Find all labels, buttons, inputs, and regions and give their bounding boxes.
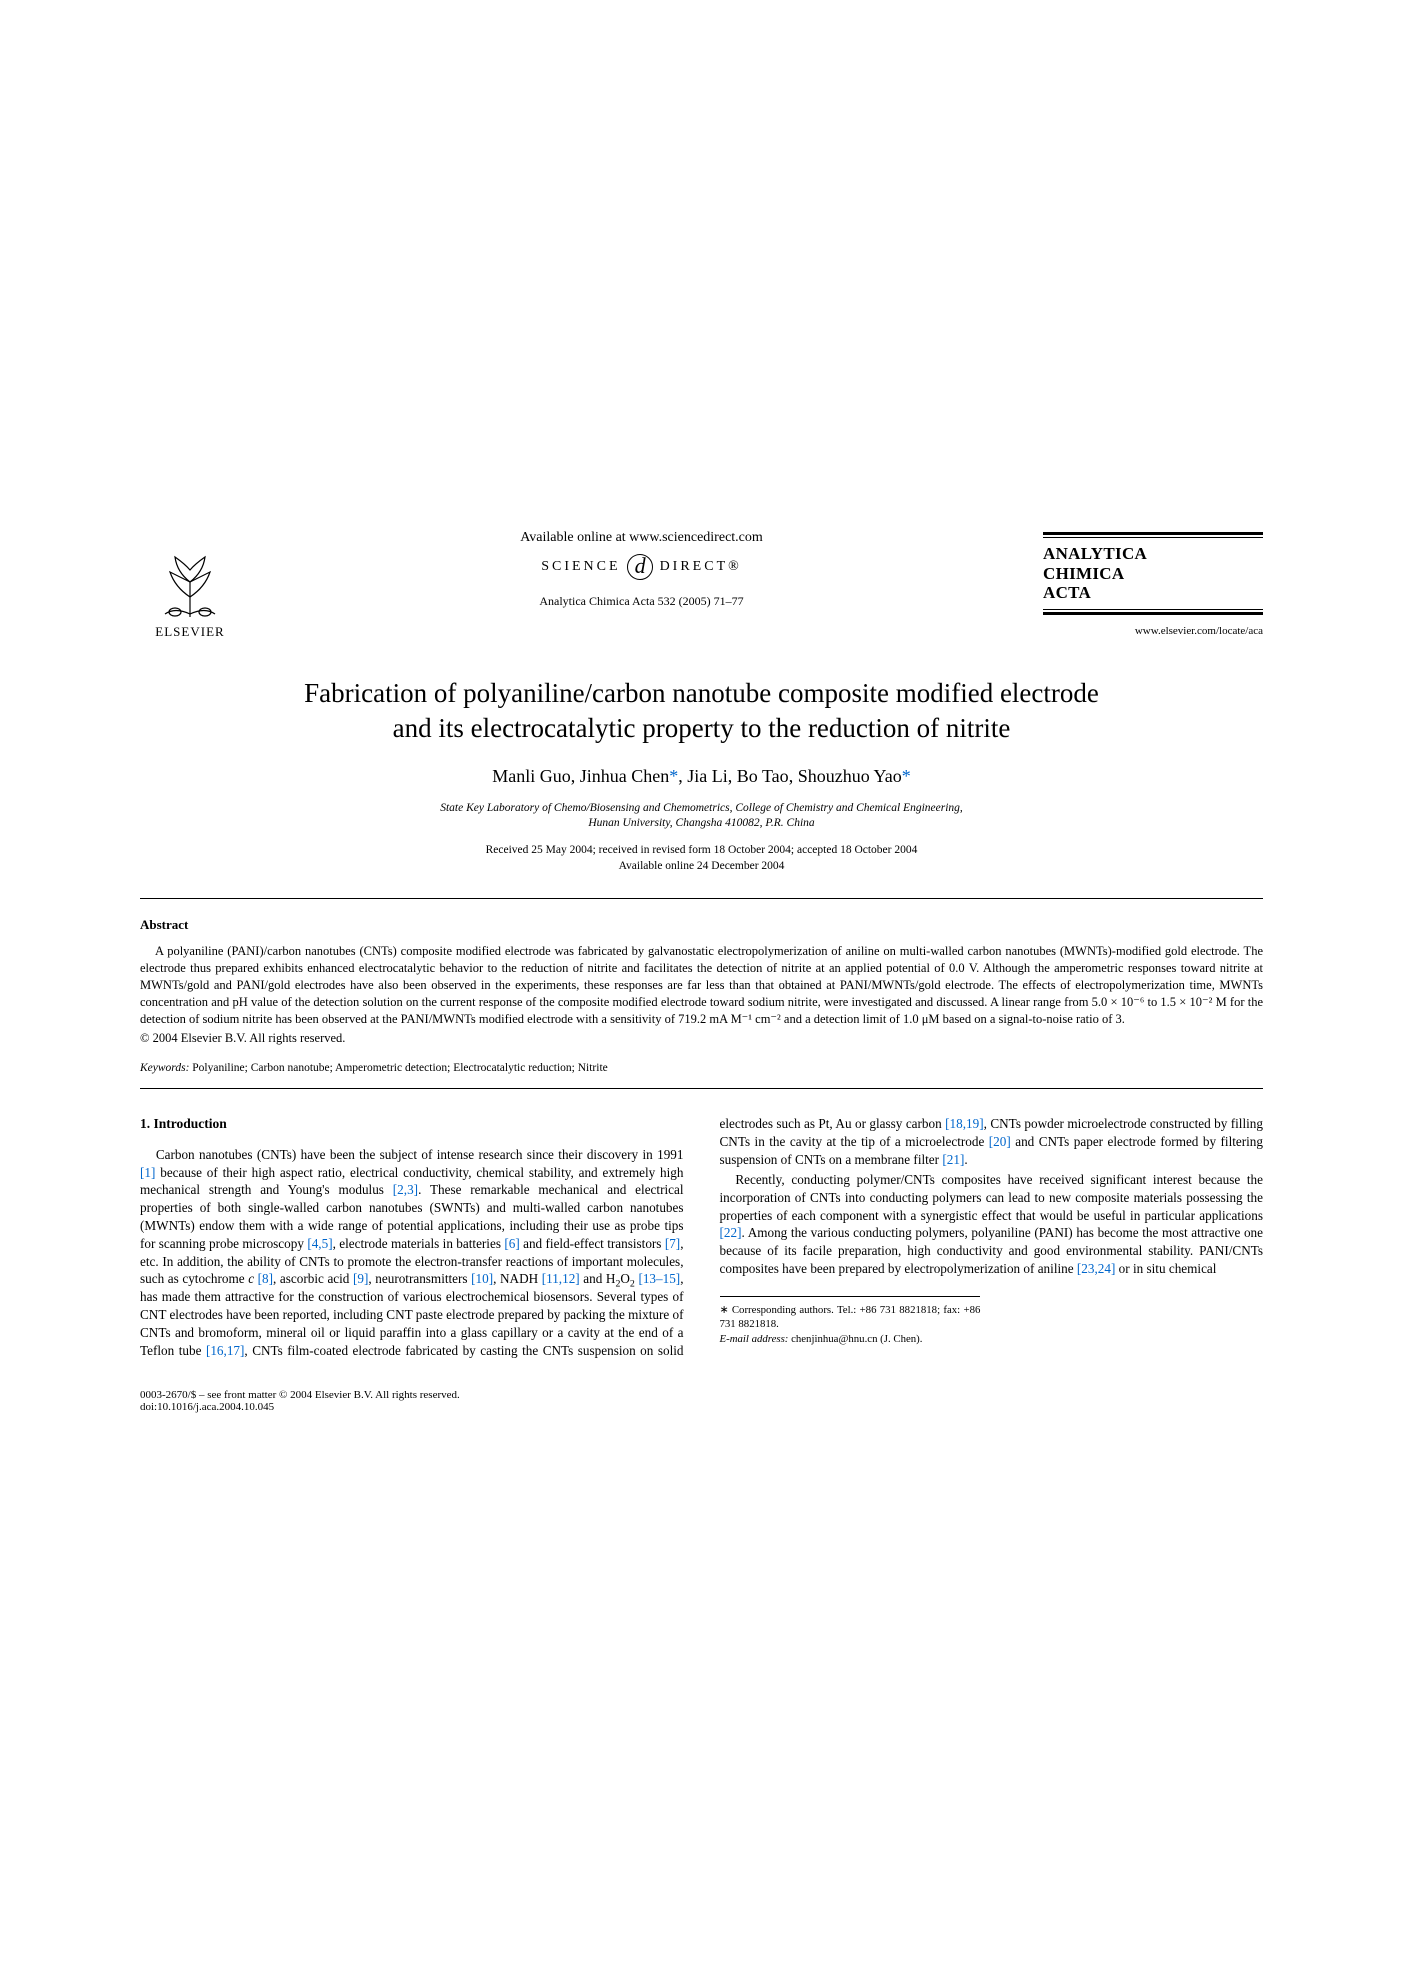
ref-21[interactable]: [21]: [942, 1152, 964, 1167]
sciencedirect-d-icon: d: [627, 554, 653, 580]
ref-11-12[interactable]: [11,12]: [542, 1271, 580, 1286]
abstract-body: A polyaniline (PANI)/carbon nanotubes (C…: [140, 943, 1263, 1027]
ref-18-19[interactable]: [18,19]: [945, 1116, 983, 1131]
ref-16-17[interactable]: [16,17]: [206, 1343, 244, 1358]
article-dates: Received 25 May 2004; received in revise…: [140, 843, 1263, 874]
authors-line: Manli Guo, Jinhua Chen*, Jia Li, Bo Tao,…: [140, 766, 1263, 787]
journal-name-l1: ANALYTICA: [1043, 544, 1147, 563]
sciencedirect-logo: SCIENCE d DIRECT®: [260, 554, 1023, 580]
email-address: chenjinhua@hnu.cn (J. Chen).: [788, 1333, 922, 1345]
elsevier-logo: ELSEVIER: [140, 530, 240, 640]
elsevier-tree-icon: [145, 542, 235, 622]
footer-doi: doi:10.1016/j.aca.2004.10.045: [140, 1401, 274, 1413]
email-label: E-mail address:: [720, 1333, 789, 1345]
author-2: Jinhua Chen: [580, 766, 670, 786]
keywords-text: Polyaniline; Carbon nanotube; Amperometr…: [189, 1062, 607, 1074]
footnote-asterisk: ∗: [720, 1304, 732, 1316]
ref-23-24[interactable]: [23,24]: [1077, 1261, 1115, 1276]
abstract-heading: Abstract: [140, 917, 1263, 933]
footer: 0003-2670/$ – see front matter © 2004 El…: [140, 1389, 1263, 1413]
journal-name: ANALYTICA CHIMICA ACTA: [1043, 540, 1263, 607]
center-header: Available online at www.sciencedirect.co…: [240, 530, 1043, 609]
footnotes: ∗ Corresponding authors. Tel.: +86 731 8…: [720, 1296, 981, 1347]
body-columns: 1. Introduction Carbon nanotubes (CNTs) …: [140, 1115, 1263, 1359]
keywords-label: Keywords:: [140, 1062, 189, 1074]
author-5: Shouzhuo Yao: [798, 766, 902, 786]
corresponding-asterisk-2: *: [902, 766, 911, 786]
keywords-line: Keywords: Polyaniline; Carbon nanotube; …: [140, 1062, 1263, 1074]
ref-9[interactable]: [9]: [353, 1271, 368, 1286]
ref-4-5[interactable]: [4,5]: [307, 1236, 332, 1251]
ref-2-3[interactable]: [2,3]: [393, 1182, 418, 1197]
journal-url: www.elsevier.com/locate/aca: [1043, 625, 1263, 637]
corresponding-note: Corresponding authors. Tel.: +86 731 882…: [720, 1304, 981, 1331]
sciencedirect-right: DIRECT®: [660, 559, 742, 574]
affiliation: State Key Laboratory of Chemo/Biosensing…: [140, 801, 1263, 831]
rule-below-keywords: [140, 1088, 1263, 1089]
journal-name-l3: ACTA: [1043, 583, 1091, 602]
journal-title-box: ANALYTICA CHIMICA ACTA www.elsevier.com/…: [1043, 530, 1263, 637]
affiliation-line-2: Hunan University, Changsha 410082, P.R. …: [588, 817, 814, 829]
ref-13-15[interactable]: [13–15]: [638, 1271, 680, 1286]
affiliation-line-1: State Key Laboratory of Chemo/Biosensing…: [440, 802, 963, 814]
page-header: ELSEVIER Available online at www.science…: [140, 530, 1263, 640]
ref-7[interactable]: [7]: [665, 1236, 680, 1251]
dates-line-2: Available online 24 December 2004: [619, 860, 785, 872]
journal-reference: Analytica Chimica Acta 532 (2005) 71–77: [260, 594, 1023, 609]
footer-front-matter: 0003-2670/$ – see front matter © 2004 El…: [140, 1389, 460, 1401]
author-4: Bo Tao: [737, 766, 789, 786]
intro-paragraph-2: Recently, conducting polymer/CNTs compos…: [720, 1171, 1264, 1278]
ref-8[interactable]: [8]: [258, 1271, 273, 1286]
ref-22[interactable]: [22]: [720, 1225, 742, 1240]
author-3: Jia Li: [687, 766, 728, 786]
sciencedirect-left: SCIENCE: [541, 559, 620, 574]
corresponding-asterisk: *: [669, 766, 678, 786]
ref-20[interactable]: [20]: [989, 1134, 1011, 1149]
ref-1[interactable]: [1]: [140, 1165, 155, 1180]
ref-10[interactable]: [10]: [471, 1271, 493, 1286]
ref-6[interactable]: [6]: [504, 1236, 519, 1251]
article-title: Fabrication of polyaniline/carbon nanotu…: [140, 676, 1263, 746]
available-online-text: Available online at www.sciencedirect.co…: [260, 530, 1023, 546]
journal-name-l2: CHIMICA: [1043, 564, 1124, 583]
elsevier-label: ELSEVIER: [155, 624, 224, 640]
title-line-2: and its electrocatalytic property to the…: [393, 713, 1011, 743]
abstract-copyright: © 2004 Elsevier B.V. All rights reserved…: [140, 1031, 1263, 1046]
intro-heading: 1. Introduction: [140, 1115, 684, 1133]
rule-above-abstract: [140, 898, 1263, 899]
dates-line-1: Received 25 May 2004; received in revise…: [486, 844, 918, 856]
title-line-1: Fabrication of polyaniline/carbon nanotu…: [304, 678, 1099, 708]
author-1: Manli Guo: [492, 766, 571, 786]
